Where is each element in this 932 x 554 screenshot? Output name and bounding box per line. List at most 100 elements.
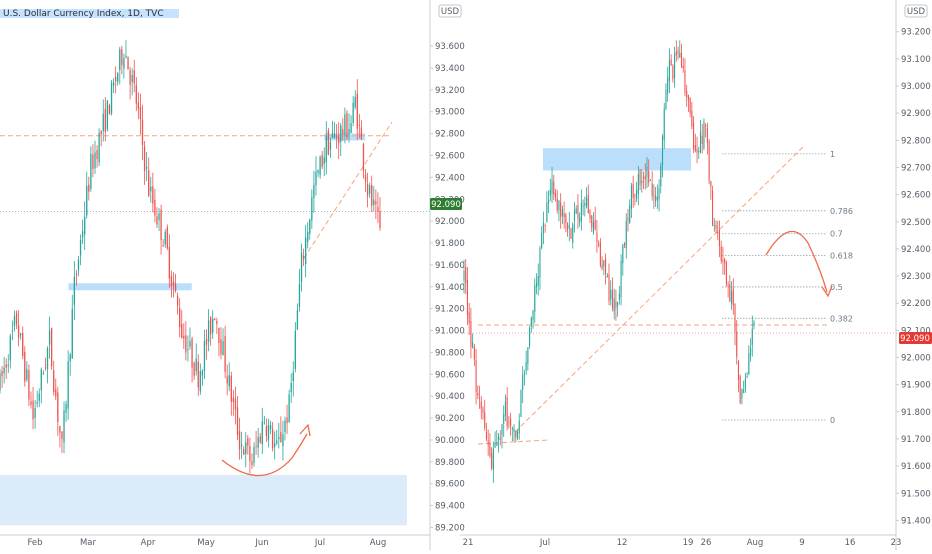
candle-body [61,431,63,440]
candle-body [703,121,705,149]
y-tick-label: 89.200 [435,523,465,533]
candle-body [162,245,164,247]
candle-body [92,154,94,169]
candle-body [480,401,482,409]
candle-body [333,133,336,138]
fib-level-label: 0.618 [830,252,853,261]
candle-body [257,437,259,448]
candle-body [661,136,664,166]
candle-body [510,418,512,426]
x-tick-label: Aug [747,538,764,548]
candle-body [741,389,743,399]
candle-body [717,232,719,234]
y-tick-label: 92.100 [901,326,931,336]
candle-body [148,170,150,196]
candle-body [492,448,494,470]
candle-body [187,349,189,351]
candle-body [358,124,361,126]
candle-body [22,332,24,357]
candle-body [141,119,144,145]
left-zone-layer [0,133,407,526]
candle-body [572,224,574,243]
candle-body [228,375,230,387]
candle-body [701,135,703,144]
candle-body [712,190,714,226]
candle-body [129,70,131,85]
candle-body [88,184,90,192]
candle-body [515,430,517,438]
candle-body [11,330,14,332]
y-tick-label: 90.400 [435,392,465,402]
candle-body [100,131,102,135]
candle-body [110,82,113,114]
candle-body [725,261,727,285]
candle-body [594,219,596,229]
y-tick-label: 93.000 [901,82,931,92]
candle-body [282,434,284,447]
right-currency-tag[interactable] [904,4,928,18]
support-zone [0,474,407,526]
candle-body [660,166,662,187]
candle-body [548,199,550,204]
chart-title: U.S. Dollar Currency Index, 1D, TVC [3,9,164,19]
candle-body [212,318,214,333]
candle-body [251,461,253,466]
y-tick-label: 91.500 [901,489,931,499]
candle-body [131,75,133,82]
candle-body [207,320,210,342]
candle-body [176,295,179,306]
candle-body [604,258,607,274]
candle-body [247,438,249,446]
candle-body [94,152,96,169]
candle-body [722,260,724,262]
candle-body [575,208,577,214]
candle-body [232,397,235,403]
candle-body [300,252,303,282]
candle-body [38,393,40,401]
candle-body [331,133,334,139]
y-tick-label: 92.600 [901,191,931,201]
candle-body [7,364,9,366]
candle-body [154,199,156,216]
candle-body [551,180,553,194]
candle-body [269,424,272,430]
candle-body [238,431,241,450]
candle-body [558,200,560,211]
candle-body [606,275,608,278]
y-tick-label: 92.300 [901,272,931,282]
x-tick-label: 21 [463,538,474,548]
left-currency-label: USD [441,7,460,17]
candle-body [327,130,330,155]
candle-body [589,209,591,219]
candle-body [613,298,615,312]
candle-body [170,275,173,287]
candle-body [655,195,657,201]
y-tick-label: 90.000 [435,436,465,446]
y-tick-label: 92.600 [435,151,465,161]
x-tick-label: 16 [845,538,856,548]
candle-body [646,166,648,177]
right-x-axis: 21 Jul 12 19 26 Aug 9 16 23 [460,534,901,548]
candle-body [465,267,467,284]
candle-body [718,230,721,246]
candle-body [674,53,676,78]
candle-body [513,428,515,432]
candle-body [617,302,619,306]
candle-body [530,317,532,327]
y-tick-label: 91.600 [435,261,465,271]
candle-body [30,401,32,405]
candle-body [189,340,191,347]
candle-body [164,231,166,245]
candle-body [284,420,286,433]
y-tick-label: 92.500 [901,218,931,228]
candle-body [195,358,197,372]
candle-body [523,373,525,375]
candle-body [19,333,22,336]
candle-body [335,136,338,139]
left-currency-tag[interactable] [438,4,462,18]
candle-body [298,284,301,307]
candle-body [253,446,255,463]
candle-body [34,408,36,418]
candle-body [618,293,620,300]
x-tick-label: 26 [701,538,712,548]
